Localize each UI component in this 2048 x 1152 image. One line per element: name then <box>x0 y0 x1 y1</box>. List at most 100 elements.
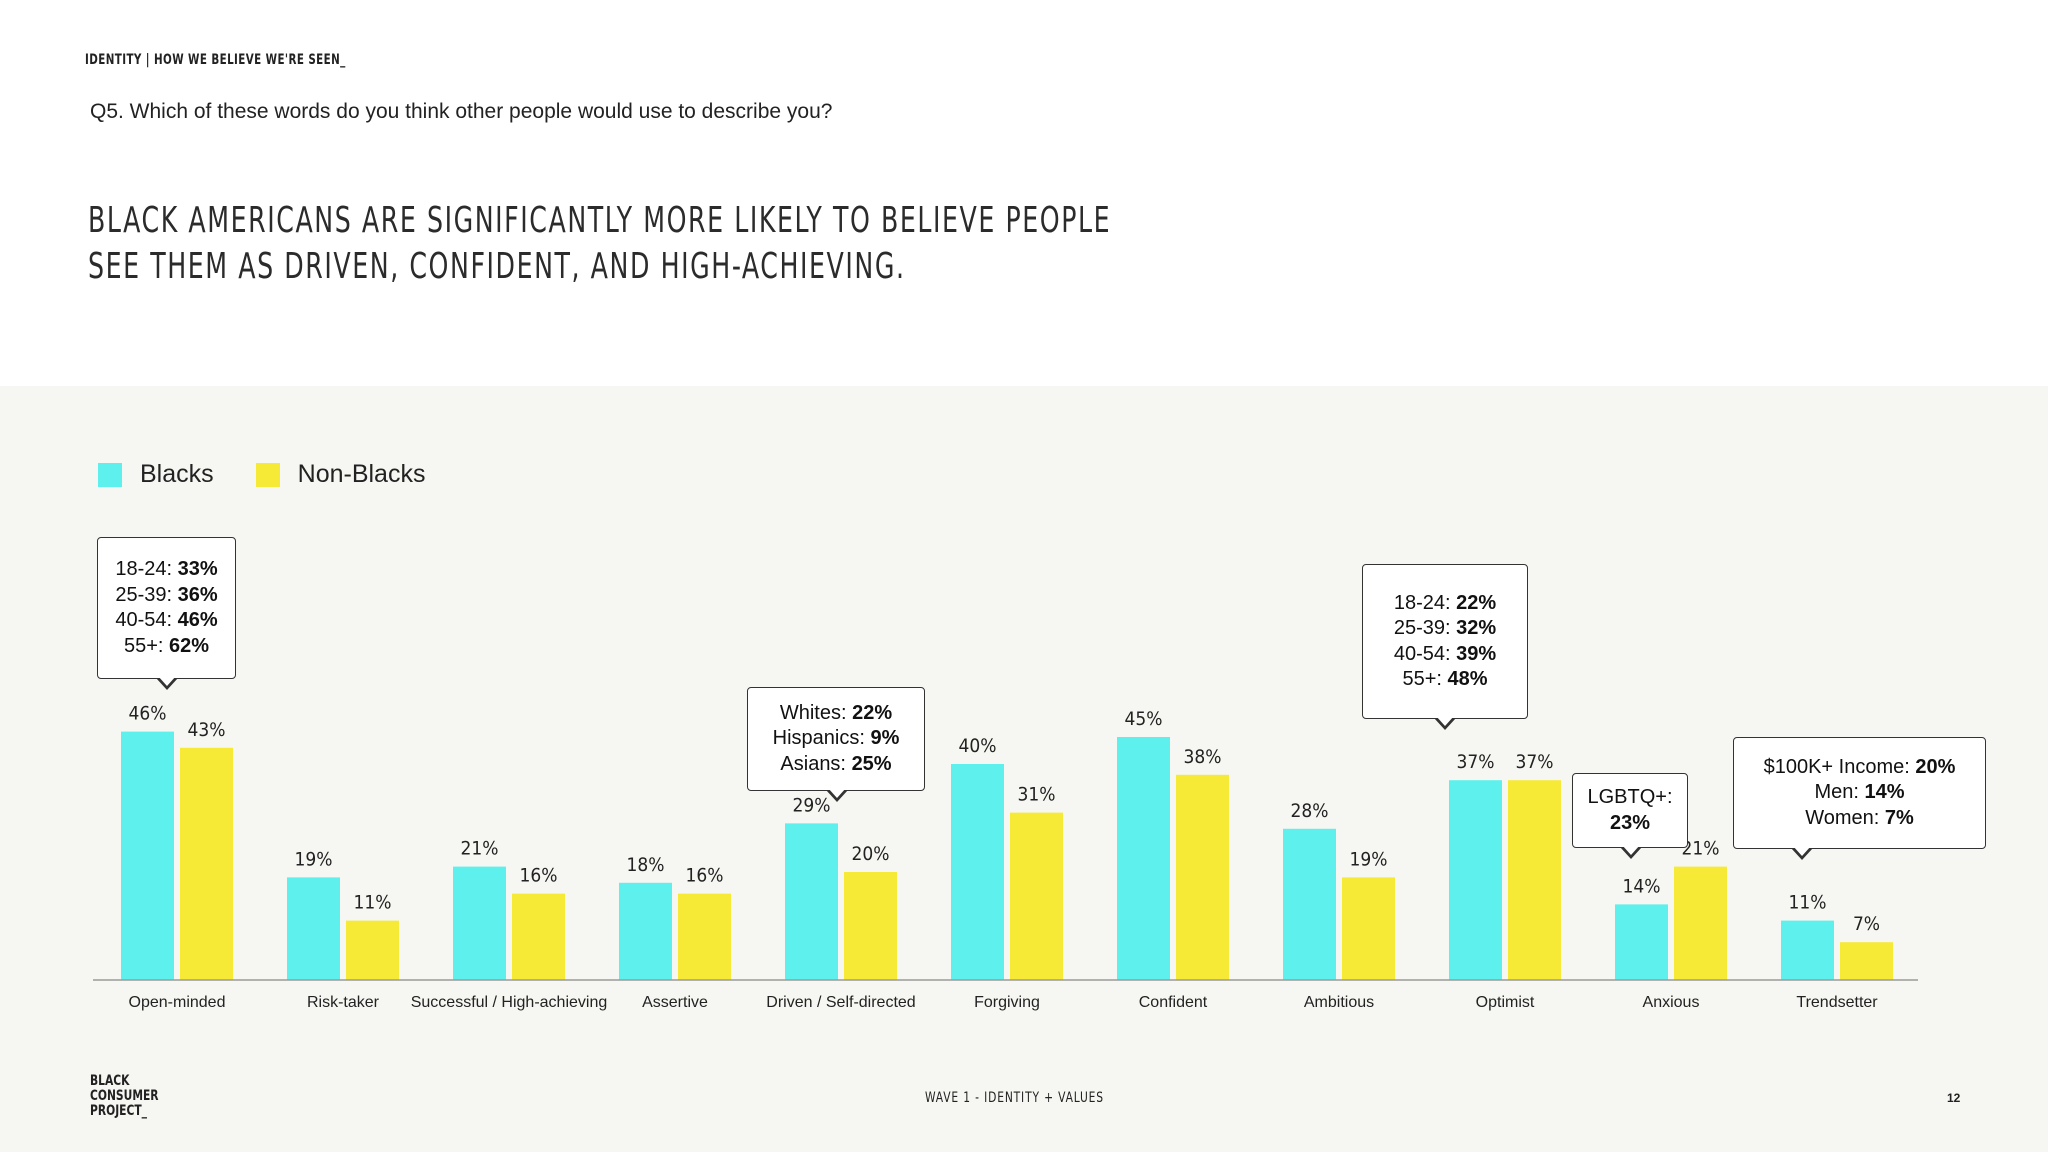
data-label-non-blacks: 31% <box>1018 784 1056 806</box>
data-label-non-blacks: 16% <box>686 865 724 887</box>
bar-blacks <box>951 764 1004 980</box>
callout-line-label: 18-24: <box>115 558 178 580</box>
callout-line: 40-54: 46% <box>98 608 235 634</box>
callout-line-label: 40-54: <box>1393 642 1457 665</box>
data-label-non-blacks: 7% <box>1853 913 1880 935</box>
data-label-non-blacks: 43% <box>188 719 226 741</box>
bar-blacks <box>785 823 838 980</box>
callout-line-label: Women: <box>1805 806 1885 829</box>
data-label-non-blacks: 37% <box>1516 751 1554 773</box>
data-label-blacks: 19% <box>295 848 333 870</box>
callout-anxious-lgbtq: LGBTQ+: 23% <box>1572 773 1688 859</box>
callout-line: 40-54: 39% <box>1363 642 1527 668</box>
data-label-blacks: 37% <box>1457 751 1495 773</box>
chart-legend: Blacks Non-Blacks <box>98 460 425 489</box>
page-number: 12 <box>1947 1091 1961 1105</box>
x-tick-label: Successful / High-achieving <box>411 994 608 1011</box>
bar-blacks <box>1615 904 1668 980</box>
callout-line-value: 22% <box>1456 591 1497 614</box>
data-label-blacks: 45% <box>1125 708 1163 730</box>
callout-driven-ethnicity: Whites: 22% Hispanics: 9% Asians: 25% <box>747 687 925 802</box>
callout-line-value: 32% <box>1456 617 1497 639</box>
callout-line-label: Whites: <box>779 701 853 724</box>
callout-line-label: $100K+ Income: <box>1763 755 1916 778</box>
data-label-blacks: 18% <box>627 854 665 876</box>
bar-non-blacks <box>346 920 399 980</box>
data-label-blacks: 40% <box>959 735 997 757</box>
headline: BLACK AMERICANS ARE SIGNIFICANTLY MORE L… <box>88 198 1111 290</box>
data-label-blacks: 29% <box>793 794 831 816</box>
brand-logo: BLACK CONSUMER PROJECT_ <box>90 1074 159 1119</box>
data-label-blacks: 28% <box>1291 800 1329 822</box>
brand-logo-line-3: PROJECT_ <box>90 1103 148 1119</box>
x-tick-label: Risk-taker <box>307 994 380 1011</box>
bar-blacks <box>1449 780 1502 980</box>
callout-line-value: 20% <box>1915 755 1956 778</box>
callout-line-value: 62% <box>169 634 210 657</box>
bar-blacks <box>121 731 174 980</box>
x-tick-label: Anxious <box>1643 994 1700 1011</box>
bar-non-blacks <box>678 893 731 980</box>
callout-line-label: 25-39: <box>115 583 178 606</box>
data-label-non-blacks: 11% <box>354 892 392 914</box>
bar-non-blacks <box>1010 812 1063 980</box>
survey-question: Q5. Which of these words do you think ot… <box>90 100 833 123</box>
data-label-blacks: 46% <box>129 703 167 725</box>
callout-line: 23% <box>1573 811 1687 837</box>
callout-line: 18-24: 22% <box>1363 591 1527 617</box>
data-label-non-blacks: 19% <box>1350 848 1388 870</box>
legend-swatch-blacks <box>98 462 122 487</box>
callout-line-value: 46% <box>177 609 218 631</box>
callout-line: 55+: 48% <box>1363 667 1527 693</box>
bar-blacks <box>287 877 340 980</box>
callout-line: 18-24: 33% <box>98 557 235 583</box>
callout-line-value: 9% <box>870 727 900 750</box>
callout-line: Asians: 25% <box>748 752 924 778</box>
legend-swatch-non-blacks <box>255 462 280 487</box>
data-label-blacks: 11% <box>1789 892 1827 914</box>
bar-non-blacks <box>1674 866 1727 980</box>
x-tick-label: Optimist <box>1476 994 1535 1011</box>
callout-optimist-age: 18-24: 22% 25-39: 32% 40-54: 39% 55+: 48% <box>1362 564 1528 730</box>
footer-section-title: WAVE 1 - IDENTITY + VALUES <box>925 1090 1104 1106</box>
chart-panel <box>0 386 2048 1152</box>
data-label-non-blacks: 16% <box>520 865 558 887</box>
callout-line-label: Men: <box>1814 781 1865 804</box>
bar-non-blacks <box>1342 877 1395 980</box>
callout-line: 25-39: 36% <box>98 583 235 609</box>
legend-item-non-blacks: Non-Blacks <box>255 460 426 489</box>
bar-non-blacks <box>180 747 233 980</box>
callout-line-value: 25% <box>851 752 892 775</box>
data-label-non-blacks: 20% <box>852 843 890 865</box>
legend-label-blacks: Blacks <box>140 460 214 488</box>
headline-line-1: BLACK AMERICANS ARE SIGNIFICANTLY MORE L… <box>88 200 1112 241</box>
bar-non-blacks <box>844 872 897 980</box>
bar-blacks <box>1117 737 1170 980</box>
brand-logo-line-1: BLACK <box>90 1073 130 1089</box>
callout-line-label: Hispanics: <box>772 727 871 750</box>
callout-line-value: 48% <box>1447 668 1488 690</box>
callout-line: 55+: 62% <box>98 634 235 660</box>
callout-line-label: 55+: <box>123 634 169 657</box>
bar-non-blacks <box>1176 774 1229 980</box>
bar-blacks <box>619 882 672 980</box>
x-tick-label: Assertive <box>642 994 708 1011</box>
callout-line: Hispanics: 9% <box>748 726 924 752</box>
x-tick-label: Ambitious <box>1304 994 1374 1011</box>
legend-label-non-blacks: Non-Blacks <box>297 460 426 488</box>
callout-line-label: 40-54: <box>115 609 178 631</box>
x-tick-label: Open-minded <box>129 994 226 1011</box>
legend-item-blacks: Blacks <box>98 460 214 489</box>
callout-line-value: 23% <box>1609 811 1651 834</box>
headline-line-2: SEE THEM AS DRIVEN, CONFIDENT, AND HIGH-… <box>88 246 906 287</box>
callout-line-value: 33% <box>177 558 218 580</box>
section-kicker: IDENTITY | HOW WE BELIEVE WE'RE SEEN_ <box>85 52 346 68</box>
callout-line-value: 14% <box>1864 781 1905 804</box>
x-tick-label: Forgiving <box>974 994 1040 1011</box>
data-label-blacks: 14% <box>1623 875 1661 897</box>
data-label-non-blacks: 21% <box>1682 838 1720 860</box>
callout-line-label: 55+: <box>1402 668 1448 690</box>
callout-line-value: 7% <box>1884 806 1914 829</box>
callout-line: LGBTQ+: <box>1573 785 1687 811</box>
